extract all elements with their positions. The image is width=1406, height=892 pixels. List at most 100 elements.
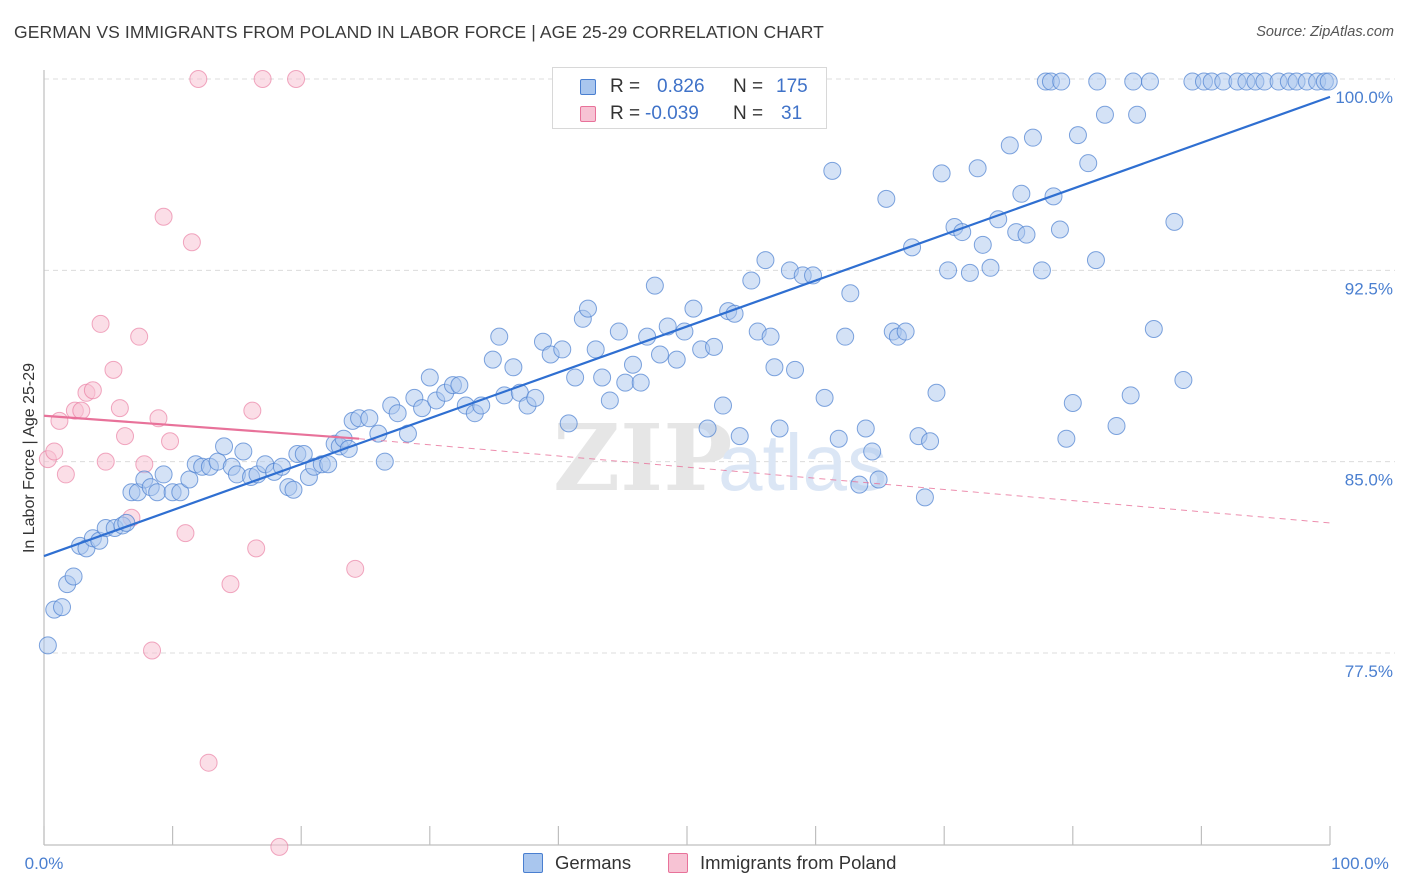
legend-row-germans: R = 0.826 N = 175 <box>553 74 828 102</box>
poland-point <box>56 465 75 484</box>
poland-point <box>221 575 240 594</box>
poland-point <box>346 559 365 578</box>
germans-point <box>490 327 509 346</box>
germans-point <box>600 391 619 410</box>
germans-point <box>360 409 379 428</box>
germans-point <box>786 360 805 379</box>
germans-point <box>714 396 733 415</box>
poland-point <box>110 399 129 418</box>
poland-point <box>45 442 64 461</box>
germans-point <box>375 452 394 471</box>
poland-point <box>149 409 168 428</box>
y-tick-labels: 77.5% 85.0% 92.5% 100.0% <box>1335 88 1393 681</box>
legend-r-label: R = <box>610 103 646 124</box>
germans-point <box>896 322 915 341</box>
germans-point <box>586 340 605 359</box>
germans-point <box>1023 128 1042 147</box>
germans-point <box>756 251 775 270</box>
poland-points <box>38 70 365 856</box>
germans-point <box>631 373 650 392</box>
x-tick-marks <box>43 826 1331 845</box>
germans-point <box>645 276 664 295</box>
germans-point <box>1121 386 1140 405</box>
germans-point <box>742 271 761 290</box>
germans-point <box>578 299 597 318</box>
poland-point <box>161 432 180 451</box>
germans-point <box>154 465 173 484</box>
germans-point <box>903 238 922 257</box>
grid-lines <box>44 78 1395 654</box>
germans-point <box>1032 261 1051 280</box>
trend-lines <box>43 95 1331 558</box>
germans-point <box>420 368 439 387</box>
germans-point <box>1063 393 1082 412</box>
germans-point <box>667 350 686 369</box>
germans-point <box>1095 105 1114 124</box>
germans-point <box>932 164 951 183</box>
germans-point <box>38 636 57 655</box>
germans-points <box>38 72 1338 655</box>
poland-trend-extension <box>359 438 1331 524</box>
poland-point <box>130 327 149 346</box>
germans-point <box>863 442 882 461</box>
bottom-legend-swatch-poland <box>668 853 688 873</box>
legend-r-label: R = <box>610 76 646 97</box>
legend-n-value: 31 <box>781 103 803 124</box>
germans-point <box>504 358 523 377</box>
y-tick-label: 100.0% <box>1335 88 1393 107</box>
germans-point <box>836 327 855 346</box>
y-tick-label: 85.0% <box>1345 471 1393 490</box>
germans-point <box>1017 225 1036 244</box>
germans-point <box>829 429 848 448</box>
germans-point <box>981 258 1000 277</box>
germans-point <box>927 383 946 402</box>
germans-point <box>171 483 190 502</box>
poland-point <box>182 233 201 252</box>
poland-point <box>253 70 272 88</box>
poland-point <box>83 381 102 400</box>
germans-point <box>1052 72 1071 91</box>
germans-point <box>1174 371 1193 390</box>
x-tick-label-max: 100.0% <box>1331 854 1389 873</box>
germans-point <box>915 488 934 507</box>
germans-point <box>1057 429 1076 448</box>
germans-point <box>1088 72 1107 91</box>
germans-point <box>623 355 642 374</box>
germans-point <box>968 159 987 178</box>
poland-point <box>72 401 91 420</box>
germans-point <box>698 419 717 438</box>
germans-point <box>684 299 703 318</box>
germans-point <box>856 419 875 438</box>
germans-point <box>1128 105 1147 124</box>
germans-point <box>483 350 502 369</box>
germans-point <box>180 470 199 489</box>
poland-point <box>243 401 262 420</box>
germans-point <box>559 414 578 433</box>
chart-title: GERMAN VS IMMIGRANTS FROM POLAND IN LABO… <box>14 22 824 42</box>
legend-swatch-germans <box>580 79 596 95</box>
poland-point <box>287 70 306 88</box>
poland-point <box>104 360 123 379</box>
poland-point <box>176 524 195 543</box>
poland-point <box>50 411 69 430</box>
germans-point <box>1124 72 1143 91</box>
germans-point <box>526 388 545 407</box>
germans-point <box>1079 154 1098 173</box>
germans-point <box>553 340 572 359</box>
germans-point <box>939 261 958 280</box>
germans-point <box>725 304 744 323</box>
germans-point <box>1000 136 1019 155</box>
germans-point <box>823 161 842 180</box>
germans-point <box>705 337 724 356</box>
germans-point <box>815 388 834 407</box>
bottom-legend-label-poland: Immigrants from Poland <box>700 852 897 873</box>
germans-point <box>1140 72 1159 91</box>
germans-point <box>973 235 992 254</box>
germans-point <box>319 455 338 474</box>
germans-point <box>64 567 83 586</box>
germans-point <box>730 427 749 446</box>
poland-point <box>270 837 289 856</box>
germans-point <box>1319 72 1338 91</box>
germans-point <box>921 432 940 451</box>
